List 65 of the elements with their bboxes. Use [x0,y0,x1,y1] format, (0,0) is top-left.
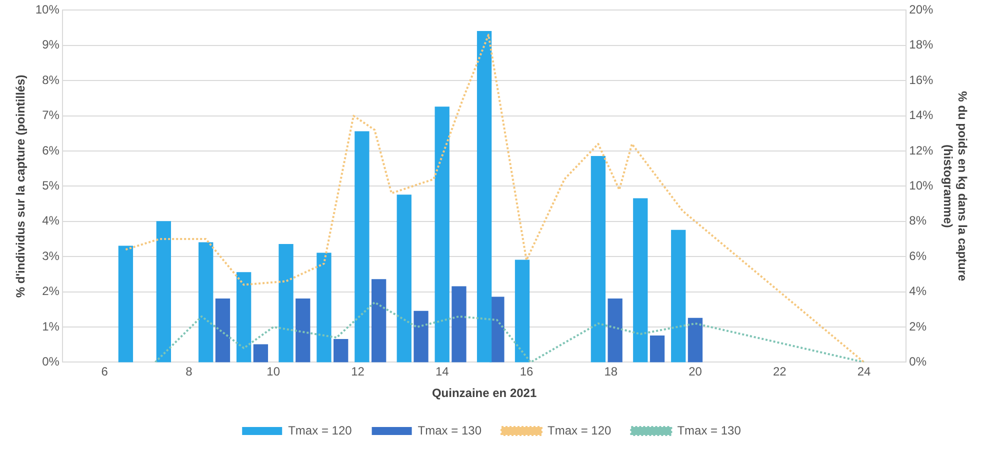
y2-tick-label: 16% [909,72,934,87]
bar [316,252,332,362]
y2-tick-label: 4% [909,284,927,298]
bar [296,298,310,362]
x-tick-label: 6 [101,364,108,379]
bar [334,338,348,362]
bar [671,230,686,362]
bar [354,131,370,362]
bar [434,106,450,362]
bar [236,272,252,362]
x-axis-title: Quinzaine en 2021 [432,386,537,400]
bar [118,246,134,362]
y-tick-label: 3% [42,248,60,263]
y-tick-label: 5% [42,178,60,193]
bar [372,279,386,362]
bar [215,298,230,362]
x-tick-label: 10 [266,364,280,379]
x-tick-label: 20 [688,364,702,379]
bar [198,242,214,362]
bar [590,156,606,362]
bar [476,30,492,362]
y2-axis-title: % du poids en kg dans la capture (histogramme) [941,91,970,282]
x-tick-label: 18 [604,364,618,379]
y2-tick-label: 2% [909,319,927,334]
bar [278,244,294,362]
y-tick-label: 8% [42,72,60,87]
bar [253,344,268,362]
line-series [154,301,865,362]
y2-tick-label: 0% [909,354,927,369]
legend-label: Tmax = 120 [288,423,352,438]
y-tick-label: 9% [42,38,60,52]
bar [452,286,466,362]
line-series [124,34,865,362]
legend-label: Tmax = 120 [548,423,612,438]
y-tick-label: 7% [42,108,60,122]
bar [396,194,412,362]
y-axis-title: % d'individus sur la capture (pointillés) [14,74,28,298]
y2-tick-label: 12% [909,143,934,158]
bar [633,198,648,362]
bar [156,221,171,362]
x-tick-label: 24 [857,364,871,379]
bar [414,310,428,362]
y2-tick-label: 20% [909,2,934,17]
x-tick-label: 22 [772,364,787,379]
bar [608,298,622,362]
x-tick-label: 16 [520,364,534,379]
y2-tick-label: 6% [909,248,927,263]
y2-tick-label: 10% [909,178,934,193]
bar [514,260,530,362]
legend-label: Tmax = 130 [418,423,482,438]
x-tick-label: 14 [435,364,450,379]
y2-tick-label: 18% [909,38,934,52]
y-tick-label: 6% [42,143,60,158]
x-tick-label: 12 [351,364,365,379]
y-tick-label: 2% [42,284,60,298]
bar [650,335,665,362]
bar [688,318,703,362]
x-tick-label: 8 [186,364,193,379]
y-tick-label: 1% [42,319,60,334]
y-tick-label: 10% [35,2,60,17]
y-tick-label: 4% [42,214,60,228]
legend-label: Tmax = 130 [677,423,742,438]
y2-tick-label: 8% [909,214,927,228]
y2-tick-label: 14% [909,108,934,122]
y-tick-label: 0% [42,354,60,369]
